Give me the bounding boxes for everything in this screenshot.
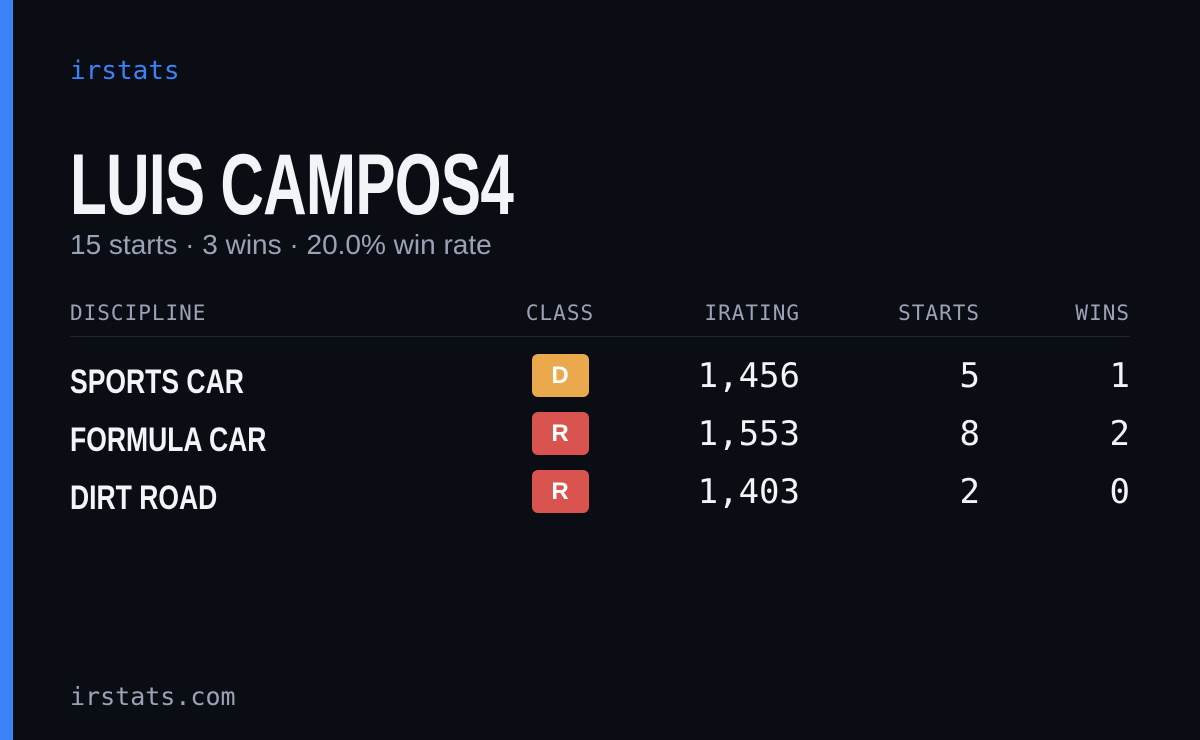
wins-cell: 1 bbox=[1109, 356, 1130, 396]
summary: 15 starts · 3 wins · 20.0% win rate bbox=[70, 229, 492, 260]
footer-site: irstats.com bbox=[70, 682, 236, 711]
class-badge: R bbox=[531, 470, 589, 513]
accent-bar bbox=[0, 0, 13, 740]
column-header: IRATING bbox=[704, 301, 800, 325]
irating-cell: 1,456 bbox=[697, 356, 800, 396]
starts-cell: 8 bbox=[959, 414, 980, 454]
column-header: DISCIPLINE bbox=[70, 301, 207, 325]
column-header: WINS bbox=[1075, 301, 1130, 325]
player-name: LUIS CAMPOS4 bbox=[70, 137, 514, 233]
irating-cell: 1,403 bbox=[697, 472, 800, 512]
starts-cell: 2 bbox=[959, 472, 980, 512]
wins-cell: 2 bbox=[1109, 414, 1130, 454]
discipline: DIRT ROAD bbox=[70, 479, 218, 517]
irating-cell: 1,553 bbox=[697, 414, 800, 454]
starts-cell: 5 bbox=[959, 356, 980, 396]
wins-cell: 0 bbox=[1109, 472, 1130, 512]
column-header: STARTS bbox=[898, 301, 980, 325]
column-header: CLASS bbox=[525, 301, 595, 325]
class-badge: D bbox=[531, 354, 589, 397]
discipline: FORMULA CAR bbox=[70, 421, 267, 459]
class-badge: R bbox=[531, 412, 589, 455]
brand: irstats bbox=[70, 56, 180, 86]
discipline: SPORTS CAR bbox=[70, 363, 244, 401]
header-rule bbox=[70, 336, 1130, 337]
